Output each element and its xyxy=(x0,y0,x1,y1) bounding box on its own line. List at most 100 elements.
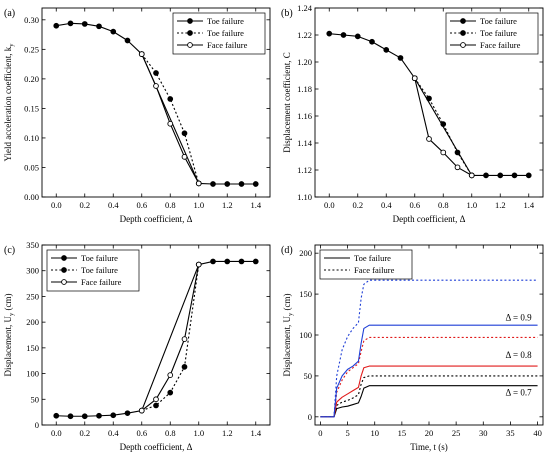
data-point-open xyxy=(138,407,145,414)
y-tick-label: 300 xyxy=(26,266,39,276)
data-point xyxy=(224,181,231,187)
y-axis-label-main: Yield acceleration coefficient, k xyxy=(3,46,13,161)
data-point xyxy=(167,389,174,396)
data-point xyxy=(252,258,259,265)
data-point xyxy=(224,258,231,265)
y-tick-label: 1.18 xyxy=(297,84,312,94)
series-line xyxy=(329,33,529,176)
y-tick-label: 50 xyxy=(31,394,40,404)
panel-label: (d) xyxy=(281,245,293,256)
data-point xyxy=(511,172,518,179)
data-point xyxy=(454,149,461,156)
annotation-label: Δ = 0.7 xyxy=(506,388,533,398)
annotation-label: Δ = 0.9 xyxy=(506,312,533,322)
y-axis-label-unit: (cm) xyxy=(3,294,13,313)
plot-frame xyxy=(41,244,271,426)
legend: Toe failure Toe failure Face failure xyxy=(172,12,266,55)
data-point xyxy=(252,181,259,187)
y-tick-label: 0.15 xyxy=(24,103,39,113)
y-axis-label-subscript: y xyxy=(8,43,15,47)
y-axis-label-main: Displacement, U xyxy=(282,316,292,377)
x-tick-label: 35 xyxy=(506,428,515,438)
data-point xyxy=(383,46,390,53)
legend-label: Face failure xyxy=(81,277,122,287)
legend-swatch-marker xyxy=(187,42,193,48)
data-point-open xyxy=(195,180,202,187)
data-point xyxy=(181,364,188,370)
data-point-open xyxy=(411,75,418,82)
data-point xyxy=(426,95,432,102)
legend-swatch-marker xyxy=(460,42,466,48)
legend-label: Toe failure xyxy=(207,28,244,38)
data-point xyxy=(53,22,60,29)
y-axis-label-main: Displacement, U xyxy=(3,316,13,377)
legend-swatch-marker xyxy=(61,267,67,273)
data-point xyxy=(210,258,216,265)
x-tick-label: 0.0 xyxy=(51,428,62,438)
data-point xyxy=(67,20,74,27)
y-tick-label: 1.24 xyxy=(297,3,313,13)
data-point-open xyxy=(195,261,202,268)
x-tick-label: 15 xyxy=(398,428,407,438)
legend-label: Toe failure xyxy=(207,16,244,26)
y-tick-label: 1.22 xyxy=(297,30,312,40)
data-point xyxy=(440,121,447,127)
x-tick-label: 0.0 xyxy=(324,200,335,210)
y-tick-label: 1.16 xyxy=(297,111,312,121)
data-point xyxy=(124,410,131,417)
x-tick-label: 10 xyxy=(370,428,379,438)
data-point xyxy=(354,33,361,40)
x-tick-label: 0.8 xyxy=(165,200,176,210)
panel-label: (b) xyxy=(281,8,293,19)
y-tick-label: 100 xyxy=(299,330,312,340)
x-tick-label: 0.6 xyxy=(136,428,147,438)
y-axis-label-subscript: y xyxy=(287,312,294,316)
x-tick-label: 1.0 xyxy=(466,200,477,210)
x-tick-label: 0.2 xyxy=(79,428,90,438)
legend-label: Toe failure xyxy=(480,28,517,38)
x-tick-label: 40 xyxy=(533,428,542,438)
legend-swatch-marker xyxy=(61,279,67,285)
legend-label: Toe failure xyxy=(480,16,517,26)
data-point xyxy=(238,258,245,265)
y-tick-label: 200 xyxy=(26,317,39,327)
annotation-label: Δ = 0.8 xyxy=(506,350,533,360)
y-axis-label: Displacement, Uy (cm) xyxy=(3,294,15,377)
legend-swatch-marker xyxy=(460,30,466,36)
y-tick-label: 0 xyxy=(35,420,39,430)
panel-label: (a) xyxy=(4,8,15,19)
data-point xyxy=(53,412,60,419)
x-tick-label: 1.4 xyxy=(523,200,534,210)
data-point-open xyxy=(468,172,475,179)
x-tick-label: 20 xyxy=(425,428,434,438)
y-tick-label: 200 xyxy=(299,248,312,258)
panel-d: (d) 0 5 10 15 20 25 30 35 40 0 50 100 150 200 Time, t (… xyxy=(281,244,544,452)
legend-swatch-marker xyxy=(61,255,67,261)
x-tick-label: 1.0 xyxy=(193,200,204,210)
y-tick-label: 0.05 xyxy=(24,162,39,172)
y-tick-label: 1.12 xyxy=(297,165,312,175)
data-point xyxy=(67,413,74,420)
x-axis-label: Time, t (s) xyxy=(410,442,447,452)
legend-swatch-marker xyxy=(187,30,193,36)
data-point xyxy=(110,28,117,35)
x-tick-label: 0.6 xyxy=(136,200,147,210)
y-tick-label: 50 xyxy=(304,371,313,381)
panel-c: (c) 0.0 0.2 0.4 0.6 0.8 1.0 1.2 1.4 0 50 100 150 200 2… xyxy=(3,240,271,452)
data-point xyxy=(326,30,333,37)
data-point-open xyxy=(181,336,188,342)
panel-a: (a) 0.0 0.2 0.4 0.6 0.8 1.0 1.2 1.4 0.00 0.05 0.10 0… xyxy=(3,7,271,224)
y-tick-label: 1.20 xyxy=(297,57,312,67)
data-point xyxy=(397,55,404,61)
y-axis-label: Displacement, Uy (cm) xyxy=(282,294,294,377)
x-tick-label: 0.4 xyxy=(108,428,119,438)
y-tick-label: 150 xyxy=(299,289,312,299)
data-point-open xyxy=(153,396,159,403)
data-point xyxy=(181,130,188,137)
data-point xyxy=(81,413,88,420)
x-tick-label: 1.2 xyxy=(222,428,233,438)
data-point xyxy=(96,23,102,30)
legend: Toe failure Toe failure Face failure xyxy=(445,12,539,55)
data-point xyxy=(167,96,174,102)
series-line xyxy=(320,279,538,418)
